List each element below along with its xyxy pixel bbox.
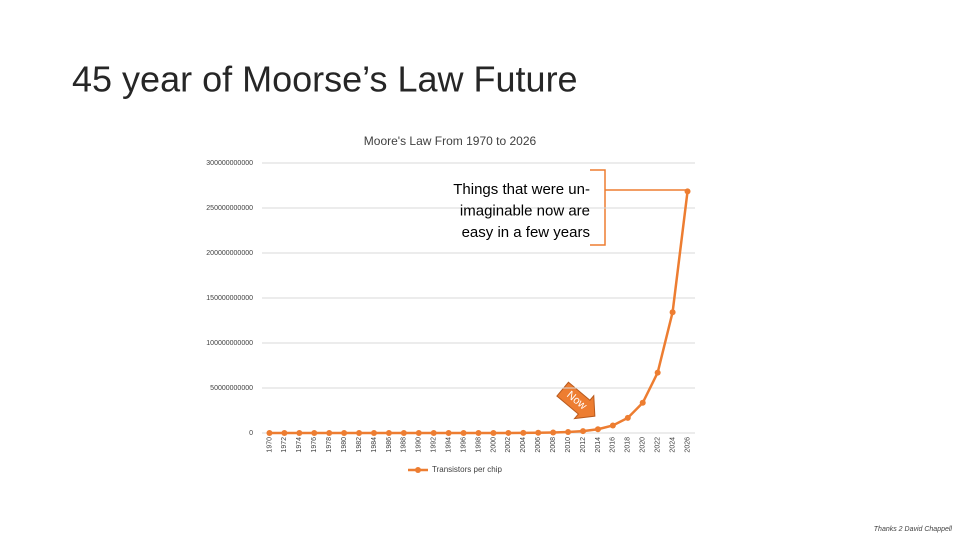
x-tick-label: 2014	[595, 437, 602, 453]
chart-title: Moore's Law From 1970 to 2026	[364, 134, 537, 148]
x-tick-label: 2000	[490, 437, 497, 453]
point	[385, 429, 392, 436]
annotation-line: easy in a few years	[462, 224, 590, 241]
x-tick-label: 1978	[326, 437, 333, 453]
point	[445, 429, 452, 436]
point	[460, 429, 467, 436]
point	[594, 426, 601, 433]
x-tick-label: 1984	[371, 437, 378, 453]
x-tick-label: 2018	[625, 437, 632, 453]
x-tick-label: 1980	[341, 437, 348, 453]
annotation-line: Things that were un-	[453, 181, 590, 198]
x-tick-label: 2024	[669, 437, 676, 453]
legend-marker	[415, 467, 421, 473]
y-tick-label: 0	[249, 430, 253, 437]
point	[281, 430, 288, 436]
x-tick-label: 1982	[356, 437, 363, 453]
slide-title: 45 year of Moorse’s Law Future	[72, 59, 578, 100]
point	[370, 429, 377, 436]
x-tick-label: 2020	[640, 437, 647, 453]
point	[356, 429, 363, 436]
x-tick-label: 1988	[401, 437, 408, 453]
x-tick-label: 2016	[610, 437, 617, 453]
point	[475, 429, 482, 436]
y-tick-label: 50000000000	[210, 385, 253, 392]
y-tick-label: 250000000000	[206, 205, 253, 212]
point	[505, 429, 512, 436]
x-tick-label: 2012	[580, 437, 587, 453]
point	[535, 429, 542, 436]
arrow-shape	[556, 381, 596, 420]
point	[684, 188, 691, 195]
point	[520, 429, 527, 436]
x-tick-label: 1994	[445, 437, 452, 453]
point	[550, 429, 557, 436]
point	[311, 430, 318, 436]
legend-label: Transistors per chip	[432, 465, 503, 474]
point	[266, 430, 273, 436]
now-arrow: Now	[556, 381, 596, 420]
x-tick-label: 2004	[520, 437, 527, 453]
footer: Thanks 2 David Chappell	[874, 526, 953, 533]
point	[415, 429, 422, 436]
point	[341, 429, 348, 436]
x-tick-label: 2002	[505, 437, 512, 453]
point	[654, 369, 661, 376]
x-tick-label: 1990	[416, 437, 423, 453]
x-tick-label: 1992	[431, 437, 438, 453]
point	[669, 309, 676, 316]
point	[326, 430, 333, 436]
point	[639, 399, 646, 406]
point	[296, 430, 303, 436]
x-tick-label: 1974	[296, 437, 303, 453]
x-tick-label: 2022	[655, 437, 662, 453]
x-tick-label: 1986	[386, 437, 393, 453]
x-tick-label: 1972	[281, 437, 288, 453]
point	[580, 428, 587, 435]
point	[400, 429, 407, 436]
point	[490, 429, 497, 436]
annotation-line: imaginable now are	[460, 202, 590, 219]
point	[609, 422, 616, 429]
y-tick-label: 200000000000	[206, 250, 253, 257]
x-tick-label: 2006	[535, 437, 542, 453]
x-tick-label: 1976	[311, 437, 318, 453]
x-tick-label: 1998	[475, 437, 482, 453]
y-tick-label: 300000000000	[206, 160, 253, 167]
x-tick-label: 1970	[266, 437, 273, 453]
point	[565, 429, 572, 436]
y-tick-label: 150000000000	[206, 295, 253, 302]
x-tick-label: 2008	[550, 437, 557, 453]
point	[430, 429, 437, 436]
point	[624, 414, 631, 421]
x-tick-label: 2026	[684, 437, 691, 453]
x-tick-label: 1996	[460, 437, 467, 453]
x-tick-label: 2010	[565, 437, 572, 453]
y-tick-label: 100000000000	[206, 340, 253, 347]
